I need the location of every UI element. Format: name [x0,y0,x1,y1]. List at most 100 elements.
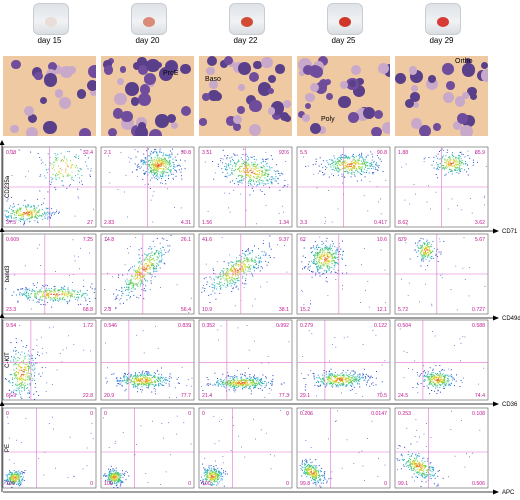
scatter-dot [209,395,211,396]
scatter-dot [250,378,252,380]
scatter-dot [35,216,37,218]
scatter-dot [15,353,17,355]
scatter-dot [323,264,325,266]
scatter-dot [162,384,164,386]
quadrant-percentage: 1.56 [202,220,212,226]
scatter-dot [161,377,163,379]
scatter-dot [344,163,346,165]
scatter-dot [226,390,227,392]
scatter-dot [54,293,55,295]
scatter-dot [227,272,229,274]
scatter-dot [10,360,12,362]
scatter-dot [93,292,95,293]
scatter-dot [337,161,339,163]
scatter-dot [157,159,159,161]
scatter-dot [19,209,21,211]
scatter-dot [9,389,11,391]
scatter-dot [20,367,22,368]
scatter-dot [226,172,228,174]
scatter-dot [428,242,430,244]
scatter-dot [164,378,165,380]
y-axis-label: band3 [5,265,11,282]
scatter-dot [21,214,23,216]
scatter-dot [261,170,263,172]
cell [201,92,211,102]
scatter-dot [254,259,256,261]
scatter-dot [11,356,12,358]
scatter-dot [33,205,35,207]
scatter-dot [72,290,74,292]
scatter-dot [458,172,460,174]
scatter-dot [347,375,349,377]
scatter-dot [258,179,260,181]
scatter-dot [351,169,353,171]
scatter-dot [231,277,233,279]
scatter-dot [62,291,64,292]
cell-type-annotation: Ortho [455,58,473,65]
scatter-dot [161,384,163,386]
scatter-dot [150,378,152,380]
scatter-dot [321,253,323,255]
scatter-dot [246,266,248,267]
scatter-dot [265,173,267,175]
scatter-dot [277,244,278,246]
scatter-dot [149,383,151,385]
scatter-dot [17,357,19,358]
scatter-dot [337,168,339,169]
scatter-dot [147,258,149,260]
scatter-dot [48,296,50,298]
scatter-dot [228,389,230,391]
scatter-dot [249,376,251,378]
scatter-dot [44,218,46,219]
cell [180,106,191,117]
scatter-dot [344,155,346,157]
scatter-dot [16,375,17,377]
scatter-dot [362,163,364,165]
scatter-dot [336,249,338,251]
scatter-dot [151,172,152,174]
scatter-dot [61,298,63,300]
scatter-dot [256,264,258,265]
scatter-dot [143,264,145,266]
scatter-dot [312,247,314,249]
scatter-dot [342,153,344,155]
scatter-dot [160,151,162,153]
scatter-dot [431,256,433,257]
scatter-dot [321,247,323,249]
scatter-dot [220,160,222,162]
scatter-dot [31,355,33,357]
scatter-dot [159,175,161,177]
scatter-dot [317,266,319,268]
scatter-dot [230,261,232,263]
scatter-dot [150,262,152,264]
scatter-dot [282,173,284,175]
scatter-dot [25,288,27,290]
scatter-dot [8,211,9,213]
scatter-dot [235,263,237,265]
scatter-dot [336,263,338,265]
scatter-dot [360,155,362,157]
scatter-dot [132,275,134,277]
scatter-dot [270,181,272,183]
scatter-dot [66,296,68,298]
scatter-dot [240,383,242,385]
scatter-dot [332,257,334,259]
scatter-dot [431,305,433,307]
scatter-dot [447,149,449,151]
scatter-dot [339,164,341,166]
scatter-dot [460,171,462,172]
scatter-dot [243,167,245,169]
scatter-dot [348,378,350,380]
scatter-dot [260,166,262,168]
scatter-dot [231,383,233,384]
scatter-dot [250,393,252,395]
scatter-dot [228,375,230,377]
scatter-dot [242,154,244,155]
scatter-dot [221,270,223,272]
scatter-dot [120,298,122,300]
scatter-dot [247,384,248,386]
scatter-dot [261,182,263,184]
scatter-dot [131,281,133,283]
scatter-dot [248,179,250,181]
scatter-dot [251,379,253,381]
